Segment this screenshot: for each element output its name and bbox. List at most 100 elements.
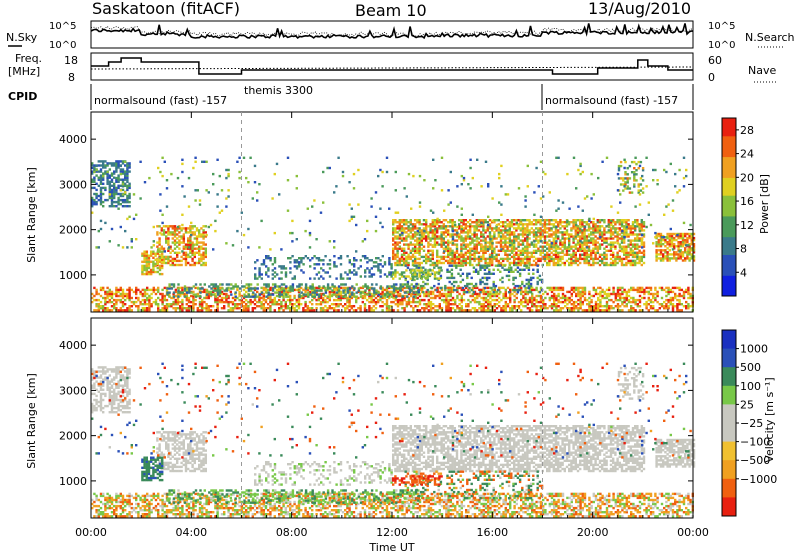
power-cell	[442, 219, 445, 222]
power-cell	[366, 298, 369, 302]
power-cell	[642, 243, 646, 246]
power-cell	[684, 249, 687, 252]
power-cell	[638, 300, 642, 304]
power-cell	[407, 300, 411, 304]
power-cell	[444, 231, 448, 234]
power-cell	[93, 200, 96, 204]
power-cell	[413, 264, 416, 267]
power-cell	[594, 247, 597, 250]
power-cell	[596, 251, 599, 254]
power-cell	[510, 221, 514, 224]
power-cell	[348, 309, 351, 312]
power-cell	[110, 192, 114, 196]
power-cell	[641, 288, 644, 292]
power-cell	[141, 298, 144, 302]
power-cell	[392, 294, 395, 298]
power-cell	[458, 227, 461, 230]
power-cell	[348, 295, 352, 298]
power-cell	[254, 261, 257, 264]
power-cell	[158, 237, 161, 240]
power-cell	[295, 265, 299, 268]
power-cell	[524, 231, 527, 234]
power-cell	[608, 298, 611, 302]
power-cell	[506, 286, 510, 290]
power-cell	[455, 243, 459, 246]
power-cell	[333, 293, 336, 296]
power-cell	[629, 251, 632, 254]
power-cell	[247, 289, 251, 292]
power-cell	[291, 277, 294, 280]
power-cell	[438, 261, 441, 265]
power-cell	[536, 264, 539, 267]
power-cell	[265, 295, 268, 298]
power-cell	[198, 309, 202, 312]
power-cell	[526, 223, 529, 226]
power-cell	[411, 235, 415, 238]
power-cell	[231, 307, 235, 310]
power-cell	[502, 294, 505, 298]
power-cell	[119, 178, 122, 181]
power-cell	[531, 303, 534, 306]
power-cell	[117, 298, 120, 302]
power-cell	[548, 219, 551, 222]
power-cell	[139, 303, 142, 306]
power-cell	[262, 305, 265, 308]
power-cell	[487, 298, 490, 302]
power-cell	[403, 261, 406, 265]
power-cell	[104, 164, 107, 167]
power-cell	[400, 225, 404, 228]
power-cell	[492, 282, 495, 286]
power-cell	[671, 290, 675, 294]
power-cell	[304, 300, 307, 304]
power-cell	[460, 251, 463, 254]
power-cell	[537, 219, 540, 222]
power-cell	[609, 253, 613, 256]
power-cell	[115, 298, 118, 302]
power-cell	[645, 303, 648, 306]
power-cell	[612, 241, 615, 244]
power-cell	[492, 272, 495, 275]
power-cell	[655, 243, 658, 246]
power-cell	[550, 227, 553, 230]
power-cell	[483, 266, 487, 269]
power-cell	[642, 253, 646, 256]
power-cell	[180, 255, 183, 259]
power-cell	[214, 309, 217, 312]
power-cell	[480, 255, 483, 259]
power-cell	[398, 261, 401, 265]
power-cell	[553, 309, 556, 312]
power-cell	[147, 260, 151, 263]
power-cell	[420, 233, 423, 236]
power-cell	[546, 286, 549, 290]
power-cell	[575, 288, 578, 292]
power-cell	[396, 298, 400, 302]
power-cell	[555, 286, 558, 290]
power-cell	[581, 303, 584, 306]
power-cell	[350, 307, 353, 310]
power-cell	[515, 261, 518, 265]
power-cell	[612, 290, 615, 294]
power-cell	[499, 257, 503, 261]
power-cell	[579, 294, 582, 298]
power-cell	[592, 227, 595, 230]
power-cell	[636, 298, 639, 302]
power-cell	[515, 227, 518, 230]
power-cell	[510, 243, 514, 246]
power-cell	[401, 307, 404, 310]
power-cell	[427, 241, 430, 244]
power-cell	[682, 294, 686, 298]
power-cell	[95, 194, 98, 198]
power-cell	[180, 227, 183, 230]
power-cell	[465, 305, 468, 308]
power-cell	[634, 237, 637, 240]
power-cell	[207, 305, 210, 308]
power-cell	[676, 286, 679, 290]
power-cell	[482, 245, 485, 248]
power-cell	[392, 251, 395, 254]
power-cell	[565, 247, 569, 250]
power-cell	[377, 294, 380, 298]
power-cell	[475, 229, 478, 232]
power-cell	[265, 257, 268, 260]
power-cell	[409, 231, 412, 234]
power-cell	[373, 289, 376, 292]
